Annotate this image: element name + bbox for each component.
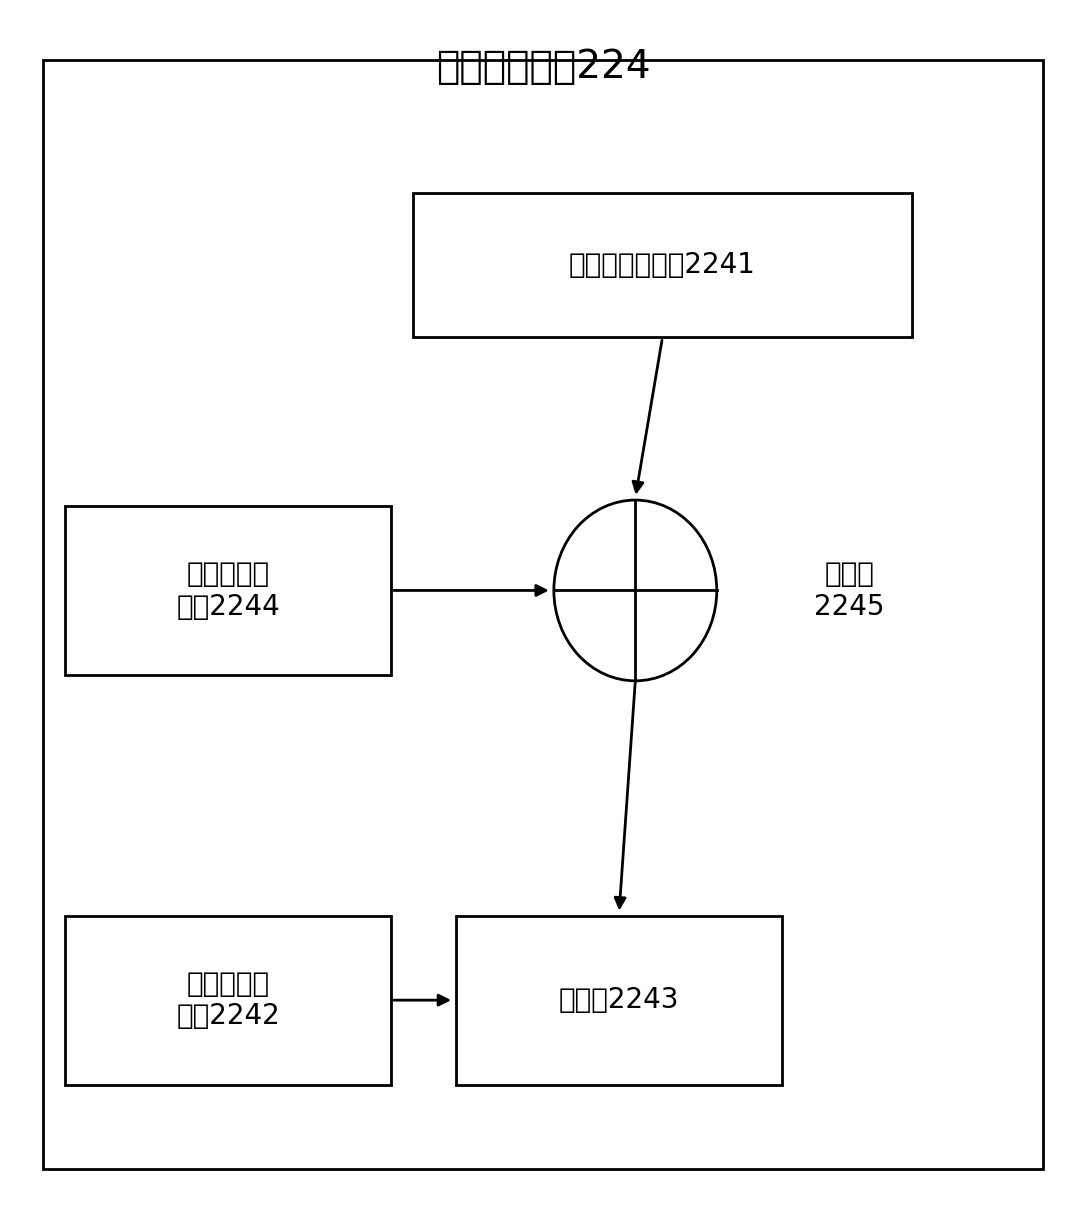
Text: 校准选择寄
存器2242: 校准选择寄 存器2242 <box>176 970 280 1030</box>
FancyBboxPatch shape <box>65 916 391 1084</box>
FancyBboxPatch shape <box>413 193 912 337</box>
Circle shape <box>554 500 717 681</box>
Text: 闪存校准寄存器2241: 闪存校准寄存器2241 <box>569 251 756 280</box>
Text: 校准控制单元224: 校准控制单元224 <box>435 48 651 87</box>
Text: 加法器
2245: 加法器 2245 <box>814 560 885 621</box>
FancyBboxPatch shape <box>65 506 391 675</box>
Text: 调节校准寄
存器2244: 调节校准寄 存器2244 <box>176 560 280 621</box>
Text: 选择器2243: 选择器2243 <box>559 986 679 1015</box>
FancyBboxPatch shape <box>456 916 782 1084</box>
